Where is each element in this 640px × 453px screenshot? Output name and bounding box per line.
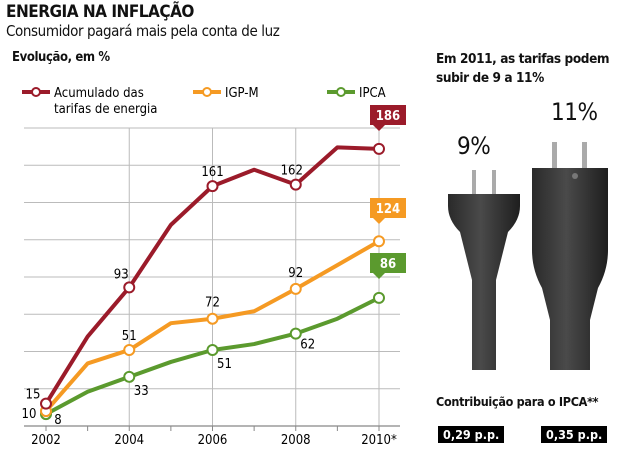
data-point [206, 344, 219, 357]
x-tick-label: 2002 [31, 433, 61, 448]
x-tick-label: 2008 [281, 433, 311, 448]
end-value-badge [370, 105, 406, 131]
data-point [123, 344, 136, 357]
title: ENERGIA NA INFLAÇÃO [6, 2, 194, 22]
end-value-label: 124 [376, 202, 400, 217]
data-point [289, 178, 302, 191]
data-label: 10 [22, 407, 37, 422]
data-point [373, 142, 385, 155]
data-label: 161 [201, 165, 223, 180]
legend-marker [202, 87, 212, 97]
data-label: 72 [205, 296, 220, 311]
end-value-label: 186 [376, 109, 400, 124]
plug-large-icon [532, 142, 608, 370]
end-value-badge [370, 198, 406, 224]
line-chart: 2002 2004 2006 2008 2010* Acumulado dastarifa… [22, 86, 406, 448]
x-tick-label: 2004 [114, 433, 144, 448]
data-point [206, 312, 219, 325]
plugs-illustration [448, 142, 608, 370]
data-point [123, 281, 136, 294]
contribution-badge-9: 0,29 p.p. [438, 426, 505, 443]
legend-marker [31, 87, 41, 97]
end-value-label: 86 [380, 257, 396, 272]
forecast-line-2: subir de 9 a 11% [436, 70, 544, 86]
x-tick-label: 2006 [198, 433, 228, 448]
data-point [289, 327, 302, 340]
x-tick-label: 2010* [361, 433, 397, 448]
forecast-text: Em 2011, as tarifas podem subir de 9 a 11… [436, 50, 610, 88]
forecast-line-1: Em 2011, as tarifas podem [436, 51, 610, 67]
data-label: 8 [54, 413, 61, 428]
data-point [373, 235, 385, 248]
data-point [40, 397, 52, 410]
data-label: 93 [114, 267, 129, 282]
data-label: 15 [26, 388, 41, 403]
subtitle: Consumidor pagará mais pela conta de luz [6, 22, 280, 40]
data-label: 33 [134, 384, 149, 399]
end-value-badge [370, 253, 406, 279]
data-label: 92 [288, 266, 303, 281]
legend-label: IGP-M [225, 86, 259, 101]
plug-right-percent: 11% [551, 98, 598, 126]
legend-label: Acumulado das [54, 86, 144, 101]
data-label: 51 [217, 357, 232, 372]
data-point [373, 291, 385, 304]
legend-label: IPCA [359, 86, 386, 101]
legend-marker [336, 87, 346, 97]
data-label: 162 [281, 164, 303, 179]
plug-left-percent: 9% [457, 132, 491, 160]
data-point [123, 370, 136, 383]
contribution-badge-11: 0,35 p.p. [541, 426, 608, 443]
ipca-contribution-label: Contribuição para o IPCA** [436, 394, 599, 409]
data-point [289, 282, 302, 295]
data-point [206, 180, 219, 193]
data-label: 51 [122, 329, 137, 344]
data-label: 62 [300, 338, 315, 353]
plug-small-icon [448, 170, 520, 370]
chart-title: Evolução, em % [12, 50, 110, 65]
legend-label: tarifas de energia [54, 102, 157, 117]
